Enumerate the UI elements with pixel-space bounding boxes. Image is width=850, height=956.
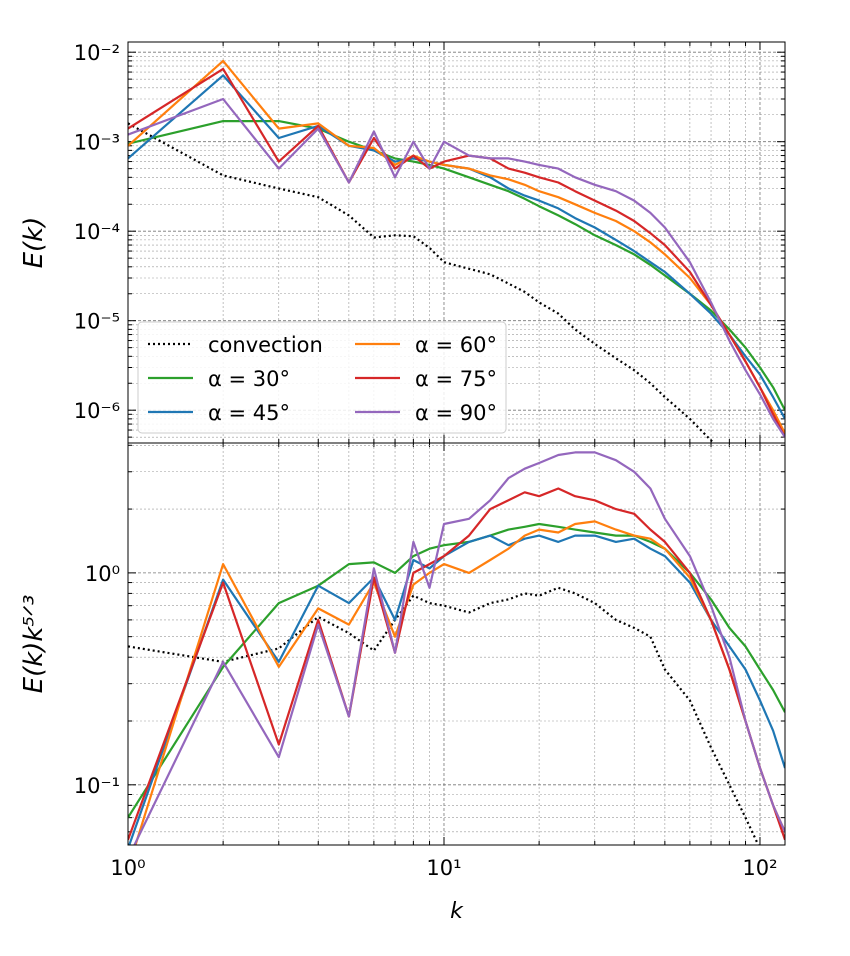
series-line (133, 451, 785, 845)
x-tick-label: 10¹ (426, 856, 461, 880)
y-tick-label: 10⁻¹ (74, 774, 120, 798)
legend-label: α = 45° (208, 401, 290, 425)
legend-box (137, 321, 507, 434)
y-axis-label: E(k)k⁵ᐟ³ (19, 595, 49, 694)
legend-label: α = 30° (208, 367, 290, 391)
series-line (128, 586, 760, 845)
y-axis-label: E(k) (19, 217, 49, 269)
y-tick-label: 10⁰ (85, 562, 120, 586)
series-line (134, 520, 785, 845)
y-tick-label: 10⁻⁵ (74, 310, 120, 334)
x-axis-label: k (450, 899, 464, 924)
y-tick-label: 10⁻⁶ (74, 399, 120, 423)
grid (127, 42, 785, 443)
series-line (128, 97, 785, 438)
legend-label: α = 60° (415, 333, 497, 357)
legend-label: convection (208, 333, 323, 357)
axes-frame (127, 442, 786, 846)
plot-area (128, 59, 785, 443)
series-line (128, 534, 785, 845)
y-tick-label: 10⁻² (74, 41, 120, 65)
x-tick-label: 10⁰ (110, 856, 145, 880)
grid (127, 443, 785, 845)
legend-label: α = 75° (415, 367, 497, 391)
legend-label: α = 90° (415, 401, 497, 425)
series-line (128, 522, 785, 819)
plot-area (128, 451, 785, 845)
y-tick-label: 10⁻³ (74, 131, 120, 155)
x-tick-label: 10² (742, 856, 777, 880)
y-tick-label: 10⁻⁴ (74, 220, 120, 244)
